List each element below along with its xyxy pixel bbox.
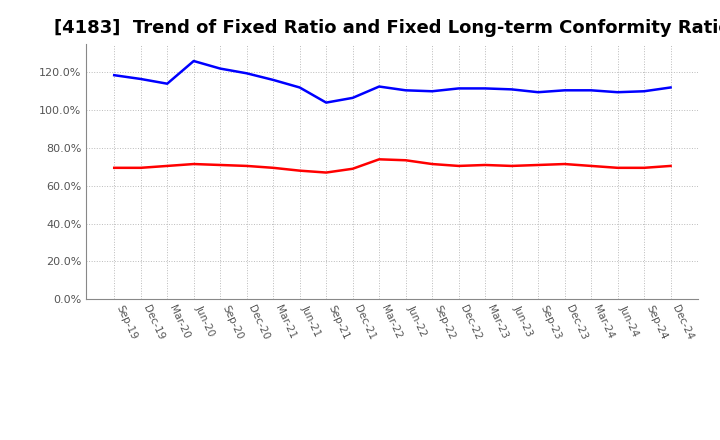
Fixed Long-term Conformity Ratio [454,163,463,169]
Fixed Long-term Conformity Ratio [613,165,622,170]
Fixed Ratio [243,71,251,76]
Fixed Long-term Conformity Ratio [375,157,384,162]
Fixed Ratio [508,87,516,92]
Title: [4183]  Trend of Fixed Ratio and Fixed Long-term Conformity Ratio: [4183] Trend of Fixed Ratio and Fixed Lo… [54,19,720,37]
Fixed Ratio [454,86,463,91]
Fixed Ratio [666,85,675,90]
Fixed Ratio [481,86,490,91]
Fixed Long-term Conformity Ratio [640,165,649,170]
Fixed Long-term Conformity Ratio [534,162,542,168]
Fixed Long-term Conformity Ratio [666,163,675,169]
Fixed Long-term Conformity Ratio [322,170,330,175]
Fixed Long-term Conformity Ratio [163,163,171,169]
Fixed Ratio [401,88,410,93]
Fixed Long-term Conformity Ratio [348,166,357,172]
Fixed Long-term Conformity Ratio [136,165,145,170]
Fixed Ratio [110,73,119,78]
Fixed Long-term Conformity Ratio [401,158,410,163]
Fixed Ratio [640,88,649,94]
Fixed Long-term Conformity Ratio [481,162,490,168]
Fixed Long-term Conformity Ratio [189,161,198,167]
Fixed Ratio [322,100,330,105]
Fixed Ratio [587,88,595,93]
Fixed Long-term Conformity Ratio [428,161,436,167]
Fixed Ratio [216,66,225,71]
Fixed Ratio [163,81,171,86]
Fixed Long-term Conformity Ratio [295,168,304,173]
Fixed Ratio [269,77,277,83]
Fixed Long-term Conformity Ratio [110,165,119,170]
Fixed Ratio [136,76,145,81]
Fixed Long-term Conformity Ratio [587,163,595,169]
Fixed Ratio [560,88,569,93]
Line: Fixed Long-term Conformity Ratio: Fixed Long-term Conformity Ratio [114,159,670,172]
Fixed Long-term Conformity Ratio [560,161,569,167]
Fixed Ratio [428,88,436,94]
Fixed Long-term Conformity Ratio [243,163,251,169]
Fixed Ratio [534,90,542,95]
Legend: Fixed Ratio, Fixed Long-term Conformity Ratio: Fixed Ratio, Fixed Long-term Conformity … [197,438,588,440]
Fixed Long-term Conformity Ratio [216,162,225,168]
Fixed Ratio [295,85,304,90]
Fixed Ratio [613,90,622,95]
Line: Fixed Ratio: Fixed Ratio [114,61,670,103]
Fixed Long-term Conformity Ratio [508,163,516,169]
Fixed Ratio [348,95,357,100]
Fixed Long-term Conformity Ratio [269,165,277,170]
Fixed Ratio [375,84,384,89]
Fixed Ratio [189,59,198,64]
